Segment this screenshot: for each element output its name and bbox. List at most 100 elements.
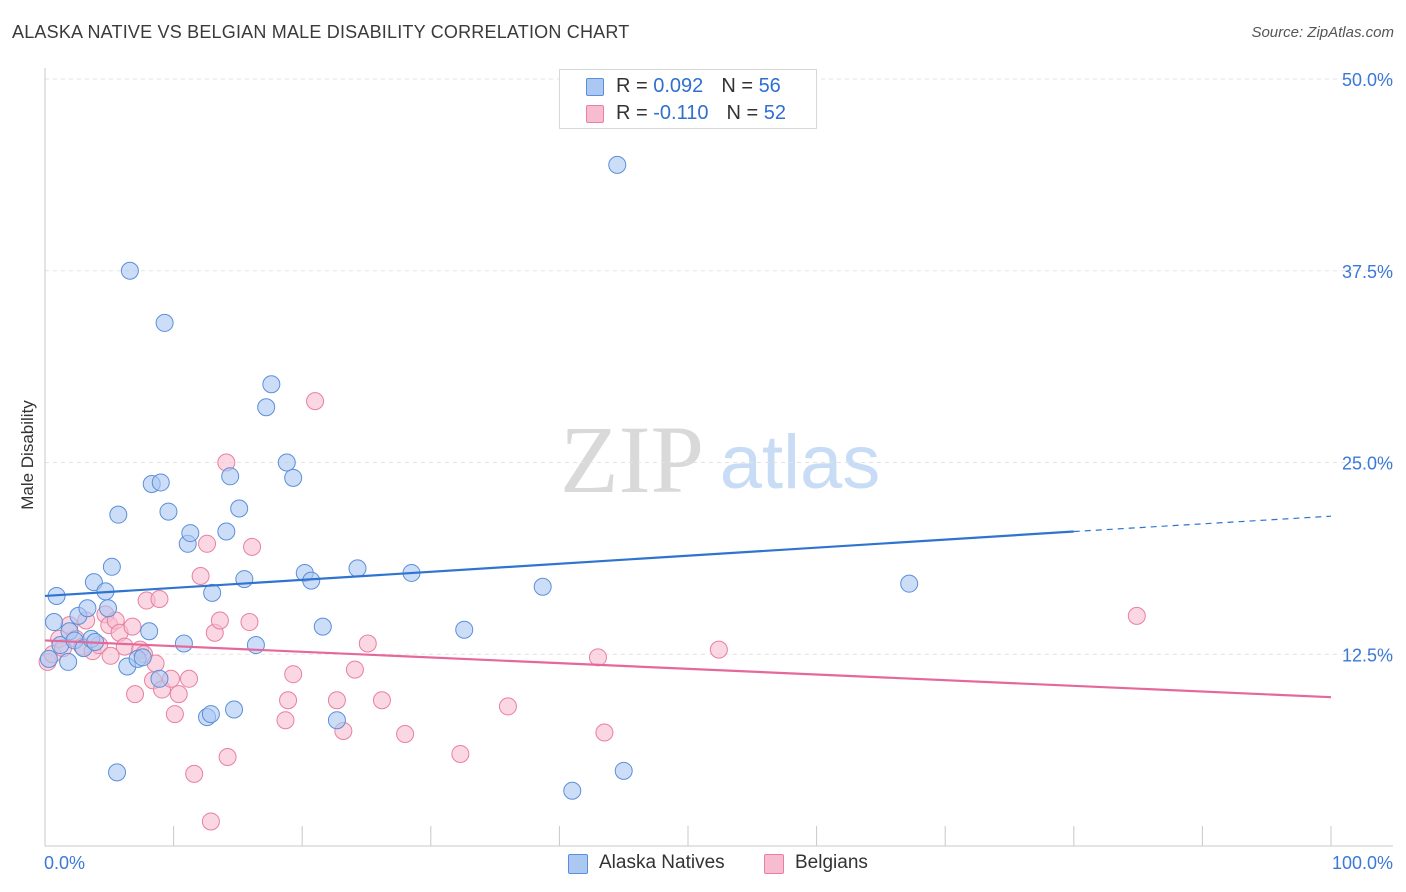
data-point bbox=[225, 700, 244, 719]
n-value: 56 bbox=[758, 75, 781, 97]
chart-title: ALASKA NATIVE VS BELGIAN MALE DISABILITY… bbox=[12, 22, 630, 42]
watermark-zip: ZIP bbox=[560, 406, 704, 513]
x-tick-label: 0.0% bbox=[44, 853, 85, 873]
belgians-swatch bbox=[586, 105, 604, 123]
data-point bbox=[123, 617, 142, 636]
data-point bbox=[455, 620, 474, 639]
data-point bbox=[151, 473, 170, 492]
grid bbox=[45, 78, 1393, 655]
data-point bbox=[159, 502, 178, 521]
r-label: R = bbox=[616, 75, 654, 97]
legend-label: Belgians bbox=[795, 852, 868, 873]
data-point bbox=[709, 640, 728, 659]
x-tick-label: 100.0% bbox=[1332, 853, 1393, 873]
data-point bbox=[240, 613, 259, 632]
data-point bbox=[276, 711, 295, 730]
data-point bbox=[126, 685, 145, 704]
r-value: -0.110 bbox=[653, 102, 709, 124]
data-point bbox=[348, 559, 367, 578]
y-tick-label: 12.5% bbox=[1342, 645, 1393, 665]
data-point bbox=[221, 467, 240, 486]
data-point bbox=[39, 649, 58, 668]
data-point bbox=[174, 634, 193, 653]
data-point bbox=[108, 763, 127, 782]
n-label: N = bbox=[726, 102, 764, 124]
data-point bbox=[313, 617, 332, 636]
data-point bbox=[201, 812, 220, 831]
data-point bbox=[345, 660, 364, 679]
data-point bbox=[277, 453, 296, 472]
series-legend: Alaska Natives Belgians bbox=[0, 852, 1406, 878]
r-value: 0.092 bbox=[653, 75, 704, 97]
data-point bbox=[78, 599, 97, 618]
data-point bbox=[284, 665, 303, 684]
data-point bbox=[180, 669, 199, 688]
data-point bbox=[201, 705, 220, 724]
trend-line bbox=[44, 530, 1074, 598]
data-point bbox=[327, 711, 346, 730]
data-point bbox=[218, 748, 237, 767]
data-point bbox=[120, 261, 139, 280]
data-point bbox=[109, 505, 128, 524]
correlation-legend: R = 0.092 N = 56 R = -0.110 N = 52 bbox=[559, 69, 817, 129]
data-point bbox=[498, 697, 517, 716]
data-point bbox=[257, 398, 276, 417]
trend-line bbox=[44, 639, 1332, 699]
data-point bbox=[210, 611, 229, 630]
data-point bbox=[101, 646, 120, 665]
data-point bbox=[169, 685, 188, 704]
data-point bbox=[181, 524, 200, 543]
data-point bbox=[243, 537, 262, 556]
watermark: ZIP atlas bbox=[560, 406, 880, 513]
data-point bbox=[451, 744, 470, 763]
data-point bbox=[191, 567, 210, 586]
data-point bbox=[533, 577, 552, 596]
data-point bbox=[284, 468, 303, 487]
r-label: R = bbox=[616, 102, 654, 124]
data-point bbox=[279, 691, 298, 710]
data-point bbox=[155, 313, 174, 332]
data-point bbox=[198, 534, 217, 553]
data-point bbox=[150, 590, 169, 609]
belgians-swatch bbox=[764, 854, 784, 874]
axes bbox=[44, 68, 1393, 847]
data-point bbox=[327, 691, 346, 710]
data-point bbox=[102, 557, 121, 576]
data-point bbox=[614, 761, 633, 780]
source-label: Source: ZipAtlas.com bbox=[1251, 24, 1394, 41]
n-value: 52 bbox=[763, 102, 786, 124]
alaska-natives-swatch bbox=[586, 78, 604, 96]
data-point bbox=[45, 613, 64, 632]
tick-labels: 12.5% 25.0% 37.5% 50.0% 0.0% 100.0% bbox=[44, 70, 1393, 873]
data-point bbox=[588, 648, 607, 667]
data-point bbox=[595, 723, 614, 742]
data-point bbox=[59, 652, 78, 671]
data-point bbox=[358, 634, 377, 653]
data-point bbox=[608, 155, 627, 174]
data-point bbox=[99, 599, 118, 618]
y-tick-label: 37.5% bbox=[1342, 262, 1393, 282]
data-point bbox=[217, 522, 236, 541]
trend-lines bbox=[44, 515, 1332, 699]
y-tick-label: 25.0% bbox=[1342, 454, 1393, 474]
data-point bbox=[140, 622, 159, 641]
data-point bbox=[262, 375, 281, 394]
trend-line-extension bbox=[1073, 515, 1332, 533]
data-point bbox=[165, 705, 184, 724]
n-label: N = bbox=[721, 75, 759, 97]
y-tick-label: 50.0% bbox=[1342, 70, 1393, 90]
data-point bbox=[306, 392, 325, 411]
data-point bbox=[230, 499, 249, 518]
data-point bbox=[396, 725, 415, 744]
data-point bbox=[150, 669, 169, 688]
data-point bbox=[563, 781, 582, 800]
data-point bbox=[900, 574, 919, 593]
legend-label: Alaska Natives bbox=[599, 852, 725, 873]
data-point bbox=[372, 691, 391, 710]
alaska-natives-swatch bbox=[568, 854, 588, 874]
data-point bbox=[235, 570, 254, 589]
data-point bbox=[1127, 606, 1146, 625]
data-point bbox=[185, 764, 204, 783]
data-point bbox=[115, 637, 134, 656]
